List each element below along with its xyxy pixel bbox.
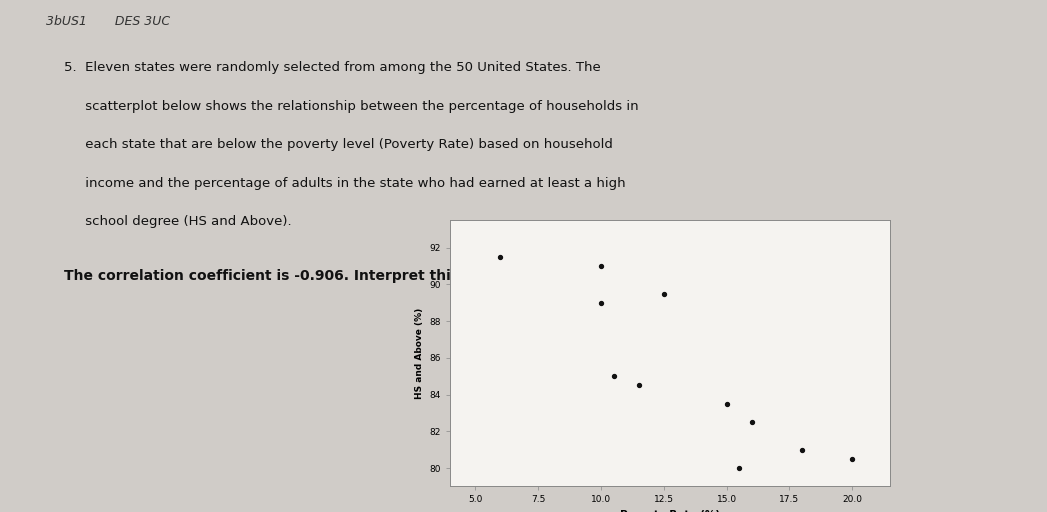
- Point: [593, 298, 609, 307]
- Y-axis label: HS and Above (%): HS and Above (%): [415, 308, 424, 399]
- Point: [731, 464, 748, 472]
- Text: 5.  Eleven states were randomly selected from among the 50 United States. The: 5. Eleven states were randomly selected …: [65, 61, 601, 74]
- Point: [630, 381, 647, 390]
- Point: [794, 445, 810, 454]
- Point: [718, 400, 735, 408]
- Text: scatterplot below shows the relationship between the percentage of households in: scatterplot below shows the relationship…: [65, 100, 639, 113]
- Text: each state that are below the poverty level (Poverty Rate) based on household: each state that are below the poverty le…: [65, 138, 614, 151]
- Point: [492, 253, 509, 261]
- Text: The correlation coefficient is -0.906. Interpret this value in context. (20pts): The correlation coefficient is -0.906. I…: [65, 269, 658, 283]
- Text: school degree (HS and Above).: school degree (HS and Above).: [65, 215, 292, 228]
- Point: [593, 262, 609, 270]
- Point: [743, 418, 760, 426]
- Point: [844, 455, 861, 463]
- Text: income and the percentage of adults in the state who had earned at least a high: income and the percentage of adults in t…: [65, 177, 626, 189]
- Point: [605, 372, 622, 380]
- Point: [655, 289, 672, 297]
- X-axis label: Poverty Rate (%): Poverty Rate (%): [620, 510, 720, 512]
- Text: 3bUS1       DES 3UC: 3bUS1 DES 3UC: [46, 15, 171, 28]
